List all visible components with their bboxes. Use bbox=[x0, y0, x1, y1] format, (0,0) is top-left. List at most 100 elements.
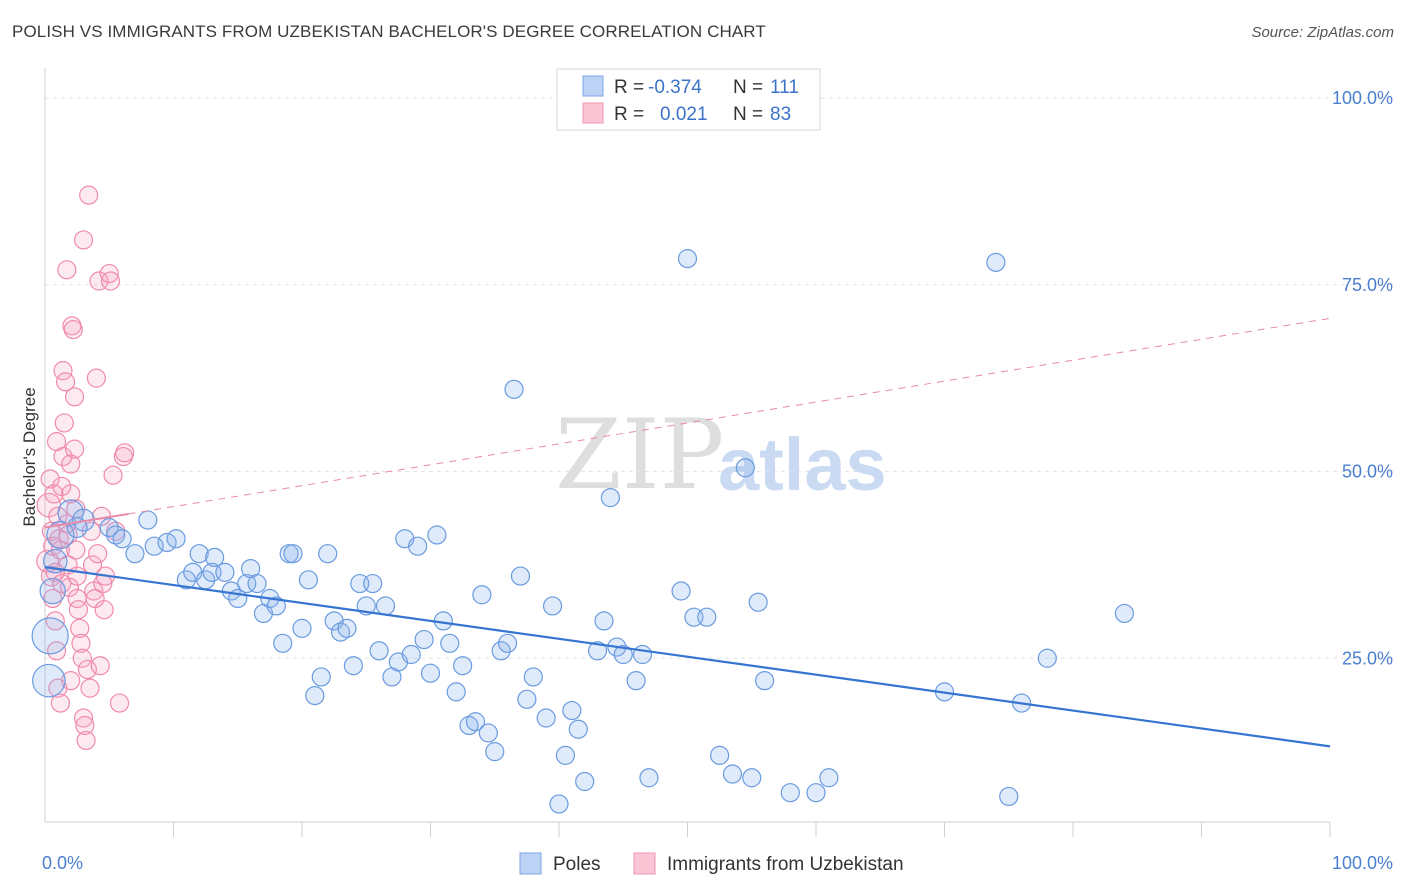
poles-swatch bbox=[519, 852, 542, 875]
uzbek-point-45 bbox=[75, 715, 95, 736]
poles-point-2 bbox=[39, 577, 66, 605]
y-tick-labels: 100.0% 75.0% 50.0% 25.0% bbox=[1332, 88, 1393, 668]
watermark-atlas: atlas bbox=[718, 423, 887, 506]
poles-point-79 bbox=[594, 611, 614, 631]
uzbek-point-16 bbox=[50, 693, 71, 713]
poles-point-100 bbox=[986, 252, 1006, 272]
uzbek-legend-swatch bbox=[582, 102, 604, 124]
poles-point-13 bbox=[144, 536, 164, 556]
poles-point-71 bbox=[536, 708, 556, 728]
uzbek-trend-line-solid bbox=[44, 512, 129, 529]
uzbek-point-49 bbox=[80, 678, 100, 698]
chart-title: POLISH VS IMMIGRANTS FROM UZBEKISTAN BAC… bbox=[12, 22, 766, 41]
uzbek-trend-line-dashed bbox=[128, 317, 1331, 515]
uzbek-point-54 bbox=[86, 368, 107, 388]
poles-point-57 bbox=[440, 633, 460, 653]
poles-point-73 bbox=[555, 745, 576, 765]
y-tick-label-1: 75.0% bbox=[1342, 275, 1393, 295]
watermark-zip: ZIP bbox=[555, 399, 724, 511]
uzbek-swatch bbox=[633, 852, 656, 875]
poles-point-30 bbox=[266, 596, 286, 616]
poles-point-92 bbox=[735, 458, 755, 478]
uzbek-point-29 bbox=[61, 484, 81, 504]
poles-point-61 bbox=[465, 712, 486, 732]
poles-legend-swatch bbox=[582, 75, 604, 97]
poles-point-27 bbox=[247, 573, 267, 594]
poles-point-33 bbox=[283, 544, 303, 564]
poles-r-value: -0.374 bbox=[648, 77, 702, 98]
poles-point-54 bbox=[420, 663, 441, 683]
uzbek-point-7 bbox=[44, 484, 64, 504]
poles-point-55 bbox=[427, 525, 447, 545]
uzbek-point-56 bbox=[89, 271, 109, 291]
uzbek-point-68 bbox=[115, 443, 135, 463]
poles-point-97 bbox=[806, 783, 826, 803]
poles-point-95 bbox=[754, 671, 775, 691]
uzbek-point-60 bbox=[94, 600, 114, 620]
trend-lines bbox=[44, 317, 1331, 748]
uzbek-point-21 bbox=[54, 413, 74, 433]
poles-point-103 bbox=[1037, 648, 1057, 668]
poles-point-59 bbox=[453, 656, 473, 676]
poles-point-74 bbox=[549, 794, 569, 814]
poles-point-47 bbox=[375, 596, 396, 616]
poles-point-11 bbox=[125, 544, 145, 564]
poles-point-36 bbox=[305, 685, 325, 706]
poles-point-104 bbox=[1114, 603, 1135, 624]
uzbek-point-64 bbox=[103, 465, 123, 485]
poles-point-58 bbox=[446, 682, 466, 702]
poles-point-68 bbox=[510, 566, 531, 586]
poles-point-82 bbox=[613, 644, 633, 665]
x-tick-labels: 0.0% 100.0% bbox=[42, 853, 1393, 873]
poles-point-78 bbox=[587, 641, 608, 661]
poles-point-90 bbox=[710, 745, 730, 765]
uzbek-r-value: 0.021 bbox=[660, 104, 708, 125]
y-tick-label-3: 25.0% bbox=[1342, 648, 1393, 668]
poles-legend-label: Poles bbox=[553, 854, 601, 875]
poles-point-16 bbox=[176, 570, 196, 590]
uzbek-point-30 bbox=[61, 671, 81, 691]
poles-point-34 bbox=[292, 618, 312, 638]
poles-point-67 bbox=[504, 379, 524, 399]
poles-point-86 bbox=[671, 581, 691, 601]
uzbek-point-33 bbox=[64, 387, 85, 407]
poles-point-98 bbox=[819, 768, 839, 788]
uzbek-point-55 bbox=[88, 544, 108, 564]
poles-point-5 bbox=[57, 499, 84, 526]
poles-point-76 bbox=[568, 719, 588, 739]
uzbek-point-2 bbox=[40, 469, 60, 489]
poles-point-42 bbox=[343, 656, 363, 676]
poles-n-value: 111 bbox=[770, 77, 799, 98]
poles-n-label: N = bbox=[733, 77, 763, 98]
uzbek-point-20 bbox=[53, 446, 73, 467]
uzbek-point-48 bbox=[79, 185, 99, 205]
y-tick-label-2: 50.0% bbox=[1342, 462, 1393, 482]
uzbek-r-label: R = bbox=[614, 104, 644, 125]
poles-point-15 bbox=[166, 529, 186, 549]
poles-point-0 bbox=[32, 663, 66, 698]
poles-point-72 bbox=[542, 596, 563, 616]
poles-point-101 bbox=[999, 786, 1019, 807]
poles-point-18 bbox=[189, 544, 209, 564]
poles-point-96 bbox=[780, 783, 800, 803]
poles-point-64 bbox=[485, 742, 505, 762]
poles-point-37 bbox=[311, 667, 331, 687]
poles-point-8 bbox=[99, 517, 119, 538]
poles-point-69 bbox=[517, 689, 537, 709]
uzbek-point-39 bbox=[68, 600, 89, 620]
poles-point-75 bbox=[562, 700, 582, 721]
uzbek-point-28 bbox=[61, 454, 81, 474]
uzbek-n-label: N = bbox=[733, 104, 763, 125]
poles-point-85 bbox=[639, 768, 659, 788]
x-tick-label-0: 0.0% bbox=[42, 853, 83, 873]
uzbek-point-9 bbox=[45, 611, 65, 631]
poles-point-62 bbox=[472, 585, 492, 605]
poles-point-38 bbox=[318, 544, 338, 564]
stats-legend: R = -0.374 N = 111 R = 0.021 N = 83 bbox=[556, 68, 821, 131]
poles-point-65 bbox=[491, 641, 511, 661]
y-tick-label-0: 100.0% bbox=[1332, 88, 1393, 108]
poles-point-25 bbox=[237, 573, 257, 594]
poles-point-51 bbox=[401, 644, 421, 665]
poles-point-31 bbox=[273, 633, 293, 653]
